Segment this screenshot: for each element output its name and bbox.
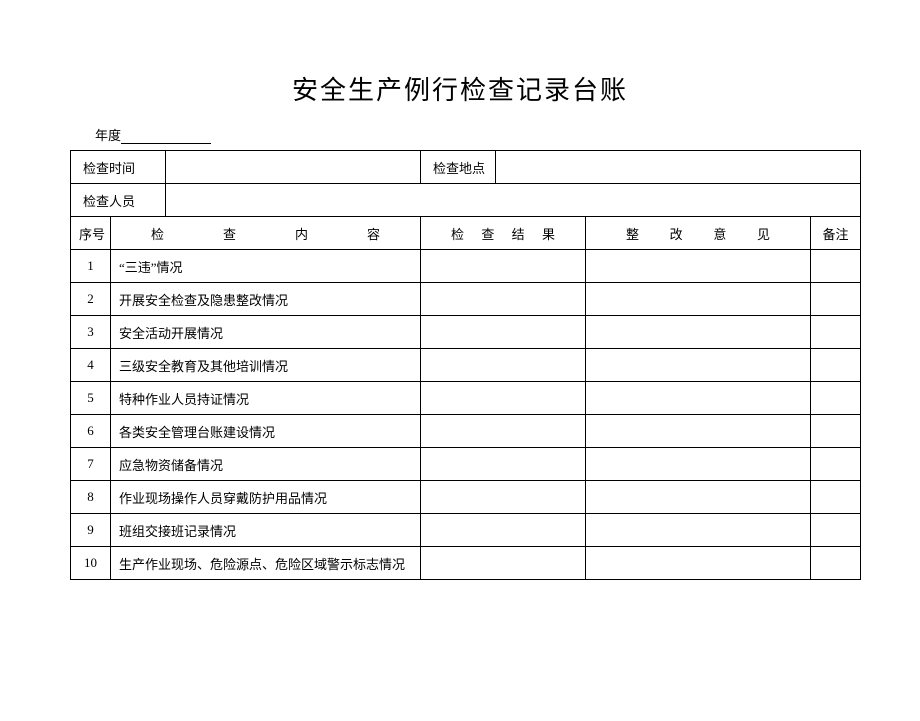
cell-seq: 7 xyxy=(71,448,111,481)
cell-opinion xyxy=(586,283,811,316)
cell-result xyxy=(421,514,586,547)
col-note: 备注 xyxy=(811,217,861,250)
check-time-label: 检查时间 xyxy=(71,151,166,184)
cell-note xyxy=(811,415,861,448)
cell-result xyxy=(421,349,586,382)
cell-opinion xyxy=(586,448,811,481)
rows-body: 1“三违”情况2开展安全检查及隐患整改情况3安全活动开展情况4三级安全教育及其他… xyxy=(71,250,861,580)
cell-result xyxy=(421,316,586,349)
year-blank xyxy=(121,129,211,144)
check-place-value xyxy=(496,151,861,184)
cell-note xyxy=(811,481,861,514)
cell-result xyxy=(421,382,586,415)
cell-note xyxy=(811,349,861,382)
cell-content: 生产作业现场、危险源点、危险区域警示标志情况 xyxy=(111,547,421,580)
col-opinion: 整改意见 xyxy=(586,217,811,250)
col-result: 检查结果 xyxy=(421,217,586,250)
col-content: 检查内容 xyxy=(111,217,421,250)
cell-seq: 4 xyxy=(71,349,111,382)
cell-seq: 8 xyxy=(71,481,111,514)
cell-seq: 5 xyxy=(71,382,111,415)
meta-row-2: 检查人员 xyxy=(71,184,861,217)
cell-opinion xyxy=(586,514,811,547)
cell-result xyxy=(421,547,586,580)
col-seq: 序号 xyxy=(71,217,111,250)
cell-opinion xyxy=(586,382,811,415)
table-row: 9班组交接班记录情况 xyxy=(71,514,861,547)
cell-note xyxy=(811,547,861,580)
check-place-label: 检查地点 xyxy=(421,151,496,184)
cell-note xyxy=(811,316,861,349)
table-row: 1“三违”情况 xyxy=(71,250,861,283)
cell-content: 班组交接班记录情况 xyxy=(111,514,421,547)
check-person-value xyxy=(166,184,861,217)
column-header-row: 序号 检查内容 检查结果 整改意见 备注 xyxy=(71,217,861,250)
table-row: 8作业现场操作人员穿戴防护用品情况 xyxy=(71,481,861,514)
table-row: 6各类安全管理台账建设情况 xyxy=(71,415,861,448)
table-row: 3安全活动开展情况 xyxy=(71,316,861,349)
cell-opinion xyxy=(586,547,811,580)
cell-content: “三违”情况 xyxy=(111,250,421,283)
cell-seq: 2 xyxy=(71,283,111,316)
cell-note xyxy=(811,250,861,283)
table-row: 5特种作业人员持证情况 xyxy=(71,382,861,415)
cell-result xyxy=(421,250,586,283)
cell-content: 安全活动开展情况 xyxy=(111,316,421,349)
cell-seq: 1 xyxy=(71,250,111,283)
cell-content: 作业现场操作人员穿戴防护用品情况 xyxy=(111,481,421,514)
cell-note xyxy=(811,514,861,547)
check-person-label: 检查人员 xyxy=(71,184,166,217)
cell-content: 特种作业人员持证情况 xyxy=(111,382,421,415)
year-label: 年度 xyxy=(95,128,121,143)
cell-content: 开展安全检查及隐患整改情况 xyxy=(111,283,421,316)
page-title: 安全生产例行检查记录台账 xyxy=(0,70,920,107)
table-row: 2开展安全检查及隐患整改情况 xyxy=(71,283,861,316)
cell-opinion xyxy=(586,481,811,514)
cell-seq: 3 xyxy=(71,316,111,349)
page: 安全生产例行检查记录台账 年度 检查时间 检查地点 检查人员 序号 xyxy=(0,70,920,721)
table-row: 4三级安全教育及其他培训情况 xyxy=(71,349,861,382)
cell-opinion xyxy=(586,316,811,349)
cell-result xyxy=(421,481,586,514)
cell-seq: 10 xyxy=(71,547,111,580)
cell-note xyxy=(811,448,861,481)
cell-seq: 6 xyxy=(71,415,111,448)
table-row: 10生产作业现场、危险源点、危险区域警示标志情况 xyxy=(71,547,861,580)
cell-content: 应急物资储备情况 xyxy=(111,448,421,481)
cell-opinion xyxy=(586,349,811,382)
cell-note xyxy=(811,382,861,415)
cell-result xyxy=(421,283,586,316)
cell-seq: 9 xyxy=(71,514,111,547)
cell-opinion xyxy=(586,250,811,283)
meta-row-1: 检查时间 检查地点 xyxy=(71,151,861,184)
table-row: 7应急物资储备情况 xyxy=(71,448,861,481)
inspection-table: 检查时间 检查地点 检查人员 序号 检查内容 检查结果 整改意见 备注 1“三违… xyxy=(70,150,861,580)
cell-content: 三级安全教育及其他培训情况 xyxy=(111,349,421,382)
cell-opinion xyxy=(586,415,811,448)
cell-result xyxy=(421,415,586,448)
cell-result xyxy=(421,448,586,481)
year-line: 年度 xyxy=(95,125,920,144)
cell-content: 各类安全管理台账建设情况 xyxy=(111,415,421,448)
cell-note xyxy=(811,283,861,316)
check-time-value xyxy=(166,151,421,184)
